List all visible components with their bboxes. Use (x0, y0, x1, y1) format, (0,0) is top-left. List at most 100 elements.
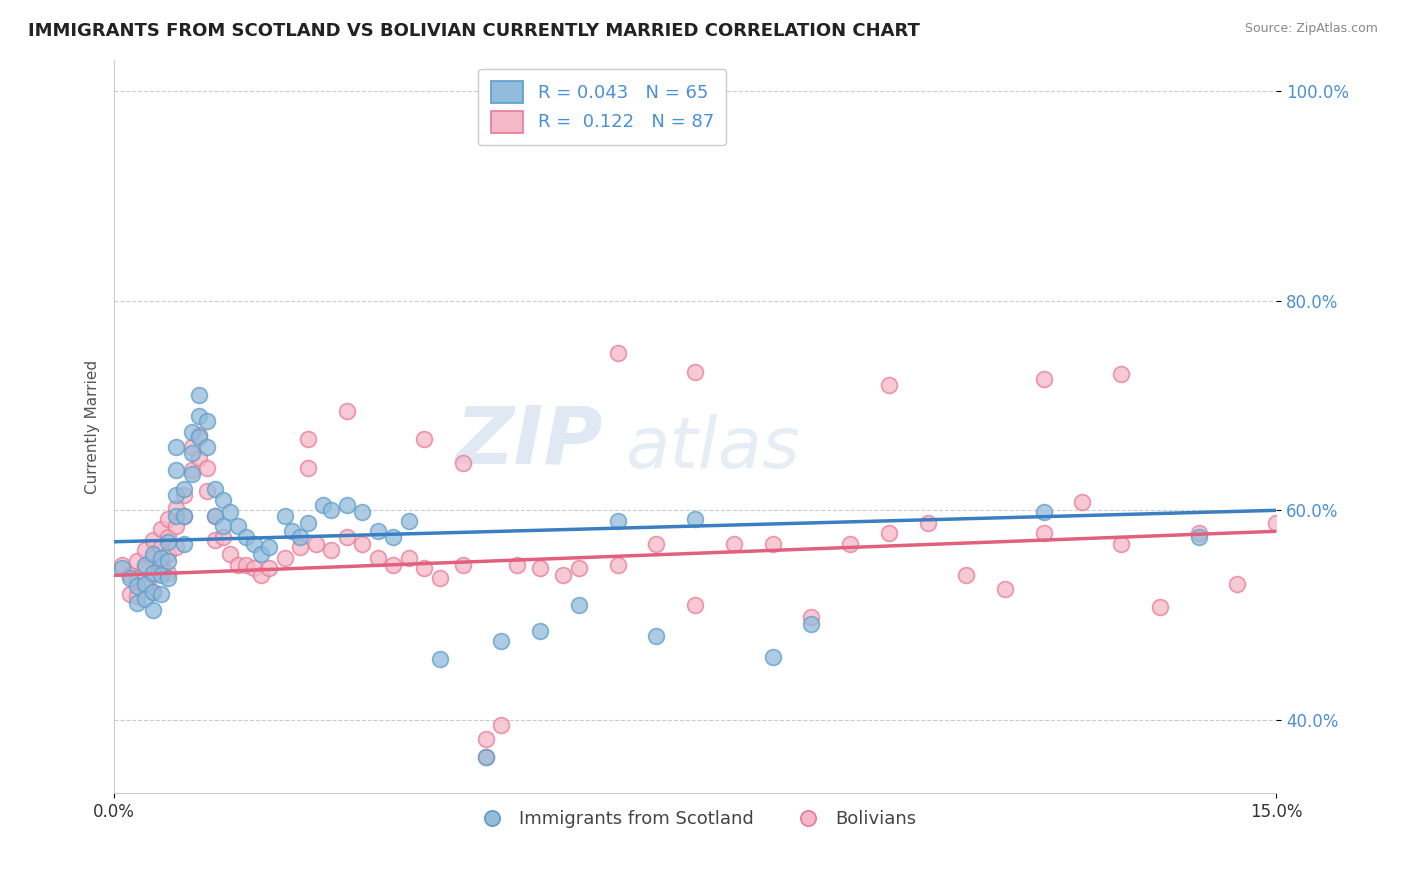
Point (297, 516, 319, 530)
Point (683, 365, 706, 379)
Point (211, 529, 233, 543)
Point (204, 533, 226, 547)
Point (180, 467, 202, 481)
Point (134, 592, 156, 607)
Point (257, 540, 280, 554)
Point (111, 558, 134, 572)
Point (367, 550, 389, 565)
Point (188, 388, 211, 402)
Point (568, 561, 591, 575)
Point (204, 483, 226, 497)
Point (165, 540, 187, 554)
Point (553, 568, 575, 582)
Point (398, 550, 420, 565)
Point (204, 508, 226, 523)
Point (157, 529, 180, 543)
Point (1188, 529, 1211, 543)
Point (142, 603, 165, 617)
Point (1226, 576, 1249, 591)
Point (398, 514, 420, 528)
Point (149, 540, 172, 554)
Text: ZIP: ZIP (454, 402, 602, 480)
Point (319, 503, 342, 517)
Point (157, 547, 180, 561)
Point (149, 550, 172, 565)
Point (149, 587, 172, 601)
Point (273, 508, 295, 523)
Point (118, 572, 141, 586)
Point (645, 629, 668, 643)
Point (994, 582, 1017, 596)
Point (142, 585, 165, 599)
Point (118, 568, 141, 582)
Point (955, 568, 977, 582)
Point (180, 425, 202, 439)
Point (173, 487, 195, 501)
Point (142, 547, 165, 561)
Point (226, 558, 249, 572)
Point (195, 484, 218, 499)
Point (142, 533, 165, 547)
Point (762, 537, 785, 551)
Point (429, 572, 451, 586)
Point (195, 414, 218, 428)
Point (917, 516, 939, 530)
Point (134, 558, 156, 572)
Point (723, 537, 745, 551)
Point (173, 508, 195, 523)
Point (413, 432, 436, 446)
Point (382, 558, 405, 572)
Point (157, 534, 180, 549)
Point (683, 598, 706, 612)
Point (312, 498, 335, 512)
Point (134, 579, 156, 593)
Point (335, 403, 357, 417)
Point (127, 572, 149, 586)
Point (288, 540, 311, 554)
Point (413, 561, 436, 575)
Point (111, 561, 134, 575)
Point (1032, 526, 1054, 541)
Point (165, 501, 187, 516)
Point (335, 529, 357, 543)
Point (134, 576, 156, 591)
Point (219, 505, 242, 519)
Point (475, 749, 498, 764)
Point (304, 537, 326, 551)
Point (250, 568, 273, 582)
Point (188, 450, 211, 465)
Point (165, 519, 187, 533)
Point (451, 456, 474, 470)
Point (568, 598, 591, 612)
Point (157, 512, 180, 526)
Point (281, 524, 304, 539)
Point (157, 566, 180, 581)
Point (165, 463, 187, 477)
Point (127, 596, 149, 610)
Point (297, 432, 319, 446)
Point (134, 543, 156, 558)
Point (257, 561, 280, 575)
Point (134, 561, 156, 575)
Point (235, 529, 257, 543)
Point (606, 346, 628, 360)
Point (877, 377, 900, 392)
Text: IMMIGRANTS FROM SCOTLAND VS BOLIVIAN CURRENTLY MARRIED CORRELATION CHART: IMMIGRANTS FROM SCOTLAND VS BOLIVIAN CUR… (28, 22, 920, 40)
Point (142, 568, 165, 582)
Point (367, 524, 389, 539)
Point (762, 650, 785, 665)
Point (352, 505, 374, 519)
Point (475, 749, 498, 764)
Point (173, 483, 195, 497)
Point (606, 558, 628, 572)
Point (188, 428, 211, 442)
Point (839, 537, 862, 551)
Point (195, 441, 218, 455)
Point (235, 558, 257, 572)
Point (180, 463, 202, 477)
Point (204, 508, 226, 523)
Point (226, 519, 249, 533)
Point (1109, 367, 1132, 381)
Point (352, 537, 374, 551)
Point (800, 610, 823, 624)
